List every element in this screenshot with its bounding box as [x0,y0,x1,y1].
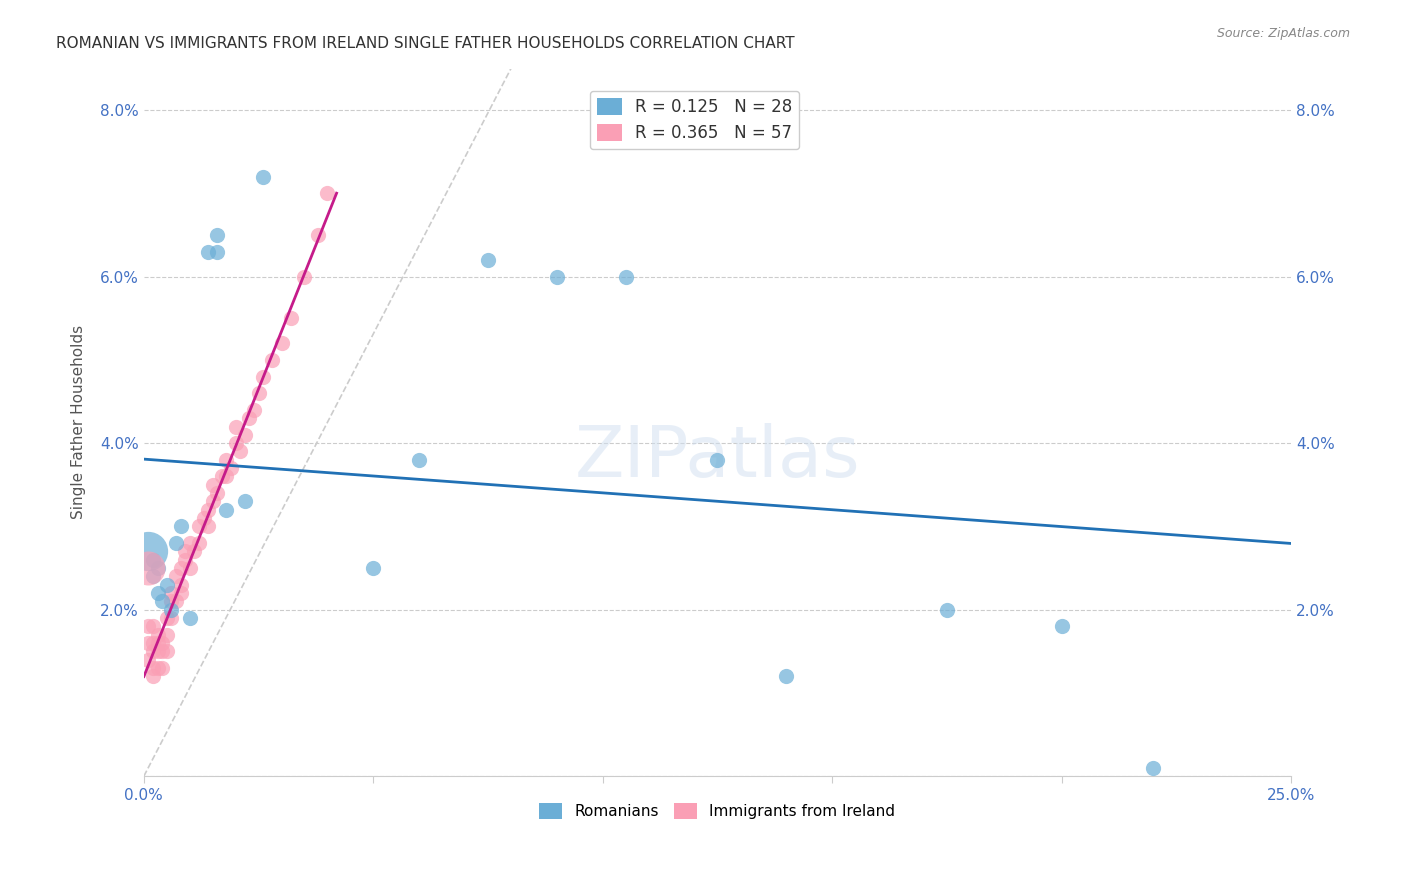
Romanians [142,569,165,583]
Immigrants from Ireland [183,544,205,558]
Point [138,561,160,575]
Immigrants from Ireland [187,536,209,550]
Immigrants from Ireland [150,636,173,650]
Immigrants from Ireland [138,652,160,666]
Romanians [252,169,274,184]
Romanians [169,519,191,533]
Romanians [637,120,659,134]
Immigrants from Ireland [238,411,260,425]
Immigrants from Ireland [160,594,183,608]
Romanians [215,502,238,516]
Romanians [1142,761,1164,775]
Immigrants from Ireland [233,427,256,442]
Immigrants from Ireland [146,627,169,641]
Immigrants from Ireland [146,661,169,675]
Immigrants from Ireland [193,511,215,525]
Immigrants from Ireland [160,586,183,600]
Immigrants from Ireland [146,636,169,650]
Immigrants from Ireland [179,561,201,575]
Y-axis label: Single Father Households: Single Father Households [72,326,86,519]
Romanians [150,594,173,608]
Romanians [408,452,430,467]
Immigrants from Ireland [142,669,165,683]
Immigrants from Ireland [169,577,191,591]
Romanians [179,611,201,625]
Romanians [363,561,385,575]
Immigrants from Ireland [165,569,187,583]
Romanians [156,577,179,591]
Romanians [142,552,165,566]
Immigrants from Ireland [215,452,238,467]
Immigrants from Ireland [294,269,316,284]
Romanians [233,494,256,508]
Romanians [207,227,229,242]
Romanians [706,452,728,467]
Immigrants from Ireland [219,461,242,475]
Romanians [935,602,957,616]
Immigrants from Ireland [142,661,165,675]
Immigrants from Ireland [146,644,169,658]
Immigrants from Ireland [138,619,160,633]
Immigrants from Ireland [215,469,238,483]
Immigrants from Ireland [225,436,247,450]
Immigrants from Ireland [150,661,173,675]
Immigrants from Ireland [160,611,183,625]
Immigrants from Ireland [270,336,292,351]
Text: Source: ZipAtlas.com: Source: ZipAtlas.com [1216,27,1350,40]
Immigrants from Ireland [207,486,229,500]
Immigrants from Ireland [142,644,165,658]
Legend: Romanians, Immigrants from Ireland: Romanians, Immigrants from Ireland [533,797,901,825]
Immigrants from Ireland [156,611,179,625]
Romanians [546,269,568,284]
Point [138,544,160,558]
Immigrants from Ireland [150,644,173,658]
Romanians [160,602,183,616]
Immigrants from Ireland [229,444,252,458]
Immigrants from Ireland [201,494,224,508]
Immigrants from Ireland [262,352,284,367]
Text: ROMANIAN VS IMMIGRANTS FROM IRELAND SINGLE FATHER HOUSEHOLDS CORRELATION CHART: ROMANIAN VS IMMIGRANTS FROM IRELAND SING… [56,36,794,51]
Immigrants from Ireland [197,519,219,533]
Immigrants from Ireland [169,561,191,575]
Romanians [477,252,499,267]
Immigrants from Ireland [179,536,201,550]
Immigrants from Ireland [138,636,160,650]
Immigrants from Ireland [174,544,197,558]
Immigrants from Ireland [243,402,266,417]
Immigrants from Ireland [247,386,270,401]
Immigrants from Ireland [156,644,179,658]
Immigrants from Ireland [174,552,197,566]
Immigrants from Ireland [225,419,247,434]
Immigrants from Ireland [201,477,224,491]
Immigrants from Ireland [142,636,165,650]
Immigrants from Ireland [316,186,339,201]
Romanians [165,536,187,550]
Immigrants from Ireland [169,586,191,600]
Immigrants from Ireland [211,469,233,483]
Immigrants from Ireland [197,502,219,516]
Romanians [146,561,169,575]
Immigrants from Ireland [156,627,179,641]
Romanians [775,669,797,683]
Romanians [197,244,219,259]
Immigrants from Ireland [142,619,165,633]
Romanians [146,586,169,600]
Immigrants from Ireland [187,519,209,533]
Immigrants from Ireland [307,227,329,242]
Immigrants from Ireland [252,369,274,384]
Immigrants from Ireland [280,311,302,326]
Romanians [1050,619,1073,633]
Romanians [207,244,229,259]
Romanians [614,269,637,284]
Text: ZIPatlas: ZIPatlas [575,423,860,492]
Immigrants from Ireland [165,594,187,608]
